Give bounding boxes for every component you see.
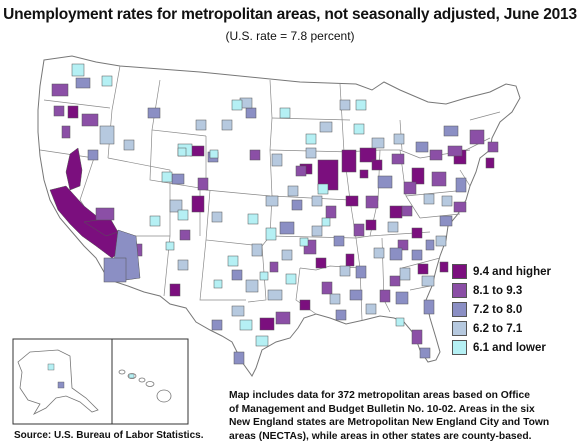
legend-item: 6.1 and lower: [452, 338, 572, 357]
legend-swatch: [452, 264, 467, 279]
legend-item: 6.2 to 7.1: [452, 319, 572, 338]
map-note: Map includes data for 372 metropolitan a…: [229, 389, 575, 443]
legend-item: 7.2 to 8.0: [452, 300, 572, 319]
note-line: Map includes data for 372 metropolitan a…: [229, 390, 530, 401]
note-line: of Management and Budget Bulletin No. 10…: [229, 403, 535, 415]
legend-label: 6.1 and lower: [473, 341, 546, 354]
map-subtitle: (U.S. rate = 7.8 percent): [225, 29, 355, 43]
legend-swatch: [452, 283, 467, 298]
note-line: New England states are Metropolitan New …: [229, 417, 550, 428]
legend-item: 9.4 and higher: [452, 262, 572, 281]
alaska-hawaii-inset: [12, 338, 189, 425]
metro-areas: [49, 63, 499, 365]
legend-label: 9.4 and higher: [473, 265, 551, 278]
map-title: Unemployment rates for metropolitan area…: [3, 6, 577, 23]
legend-label: 7.2 to 8.0: [473, 303, 523, 316]
legend-swatch: [452, 302, 467, 317]
legend-swatch: [452, 340, 467, 355]
legend-label: 6.2 to 7.1: [473, 322, 523, 335]
source-credit: Source: U.S. Bureau of Labor Statistics.: [14, 430, 204, 441]
legend-label: 8.1 to 9.3: [473, 284, 523, 297]
note-line: areas (NECTAs), while areas in other sta…: [229, 430, 532, 442]
map-legend: 9.4 and higher 8.1 to 9.3 7.2 to 8.0 6.2…: [452, 262, 572, 357]
legend-item: 8.1 to 9.3: [452, 281, 572, 300]
legend-swatch: [452, 321, 467, 336]
